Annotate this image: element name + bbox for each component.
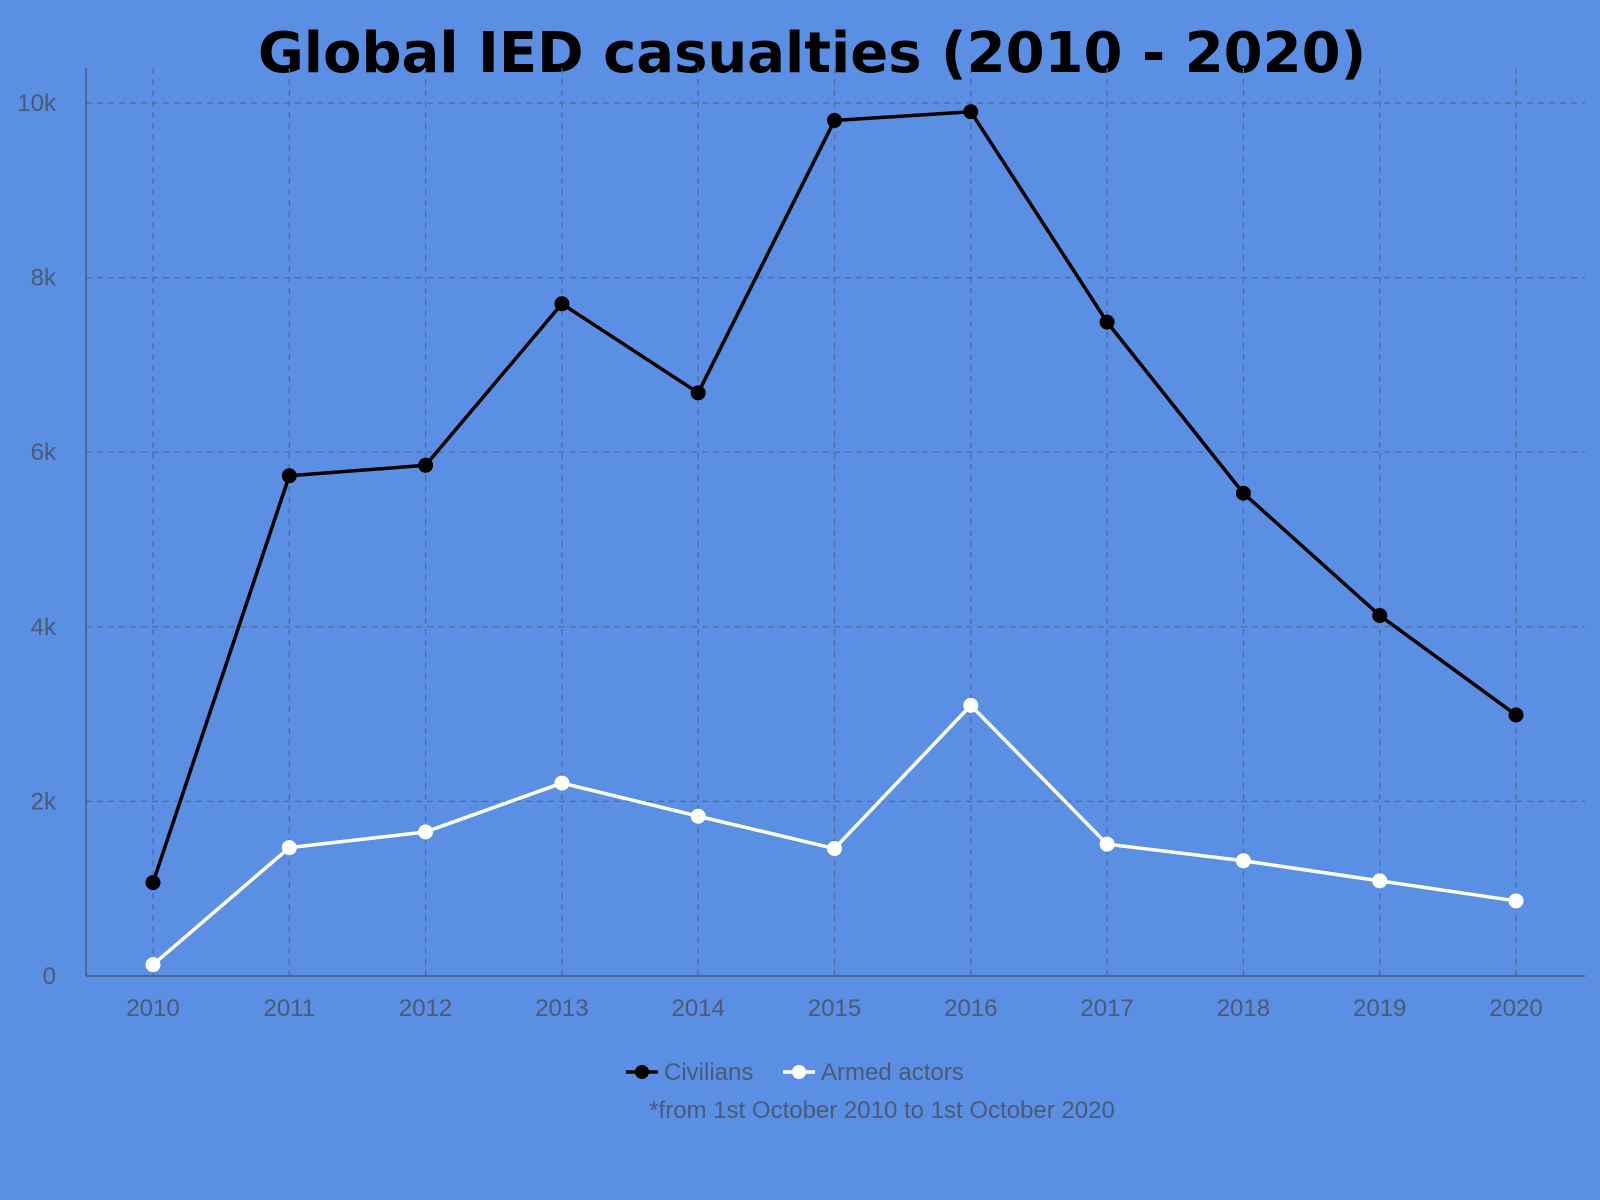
x-tick-label: 2018 bbox=[1217, 995, 1270, 1022]
armed-actors-point bbox=[554, 775, 570, 791]
legend-label-armed-actors: Armed actors bbox=[821, 1059, 964, 1086]
y-tick-label: 4k bbox=[31, 614, 57, 641]
legend-marker-dot-civilians bbox=[635, 1065, 649, 1079]
civilians-point bbox=[1508, 707, 1524, 723]
y-tick-label: 8k bbox=[31, 265, 57, 292]
armed-actors-point bbox=[1372, 873, 1388, 889]
grid bbox=[86, 68, 1585, 976]
x-tick-label: 2017 bbox=[1080, 995, 1133, 1022]
y-tick-label: 0 bbox=[43, 963, 56, 990]
civilians-point bbox=[145, 875, 161, 891]
armed-actors-point bbox=[963, 697, 979, 713]
x-tick-label: 2010 bbox=[126, 995, 179, 1022]
x-tick-label: 2015 bbox=[808, 995, 861, 1022]
x-tick-label: 2012 bbox=[399, 995, 452, 1022]
armed-actors-point bbox=[1508, 893, 1524, 909]
x-tick-label: 2020 bbox=[1489, 995, 1542, 1022]
x-tick-label: 2019 bbox=[1353, 995, 1406, 1022]
civilians-point bbox=[1235, 485, 1251, 501]
armed-actors-point bbox=[827, 841, 842, 857]
legend-marker-dot-armed-actors bbox=[792, 1065, 806, 1079]
legend-label-civilians: Civilians bbox=[664, 1059, 753, 1086]
civilians-point bbox=[554, 296, 570, 312]
armed-actors-point bbox=[418, 824, 434, 840]
x-tick-label: 2011 bbox=[263, 995, 315, 1022]
armed-actors-point bbox=[1235, 853, 1251, 869]
x-tick-label: 2016 bbox=[944, 995, 997, 1022]
x-tick-label: 2014 bbox=[672, 995, 725, 1022]
civilians-point bbox=[418, 457, 434, 473]
y-tick-label: 10k bbox=[17, 90, 57, 117]
armed-actors-point bbox=[1099, 836, 1115, 852]
series bbox=[145, 104, 1524, 973]
chart-title: Global IED casualties (2010 - 2020) bbox=[258, 21, 1366, 86]
y-tick-label: 2k bbox=[31, 788, 57, 815]
civilians-point bbox=[690, 385, 706, 401]
axes: 0 2k 4k 6k 8k 10k 2010 2011 2012 2013 2014 2015 2016… bbox=[17, 68, 1585, 1022]
armed-actors-point bbox=[690, 808, 706, 824]
y-tick-label: 6k bbox=[31, 439, 57, 466]
armed-actors-point bbox=[281, 840, 297, 856]
civilians-point bbox=[827, 112, 842, 128]
civilians-point bbox=[1372, 607, 1388, 623]
civilians-point bbox=[963, 104, 979, 120]
footnote: *from 1st October 2010 to 1st October 20… bbox=[649, 1097, 1115, 1124]
x-tick-label: 2013 bbox=[535, 995, 588, 1022]
legend: Civilians Armed actors bbox=[626, 1059, 964, 1086]
armed-actors-point bbox=[145, 957, 161, 973]
civilians-point bbox=[1099, 314, 1115, 330]
civilians-point bbox=[281, 468, 297, 484]
